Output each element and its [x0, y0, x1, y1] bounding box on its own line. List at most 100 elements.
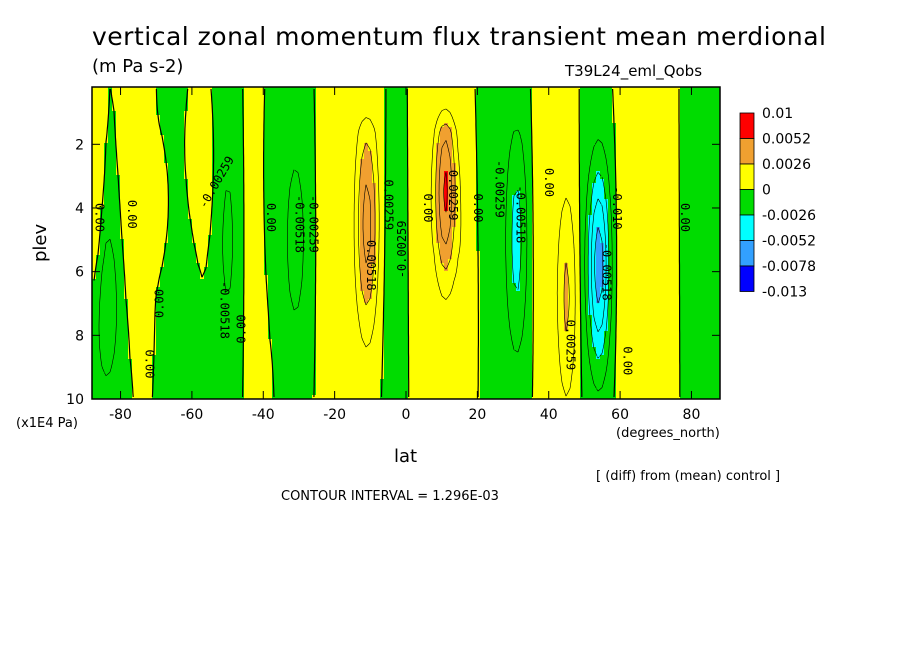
field-cell [692, 183, 697, 188]
field-cell [564, 103, 569, 108]
field-cell [652, 171, 657, 176]
field-cell [508, 111, 513, 116]
field-cell [352, 127, 357, 132]
field-cell [312, 207, 317, 212]
field-cell [464, 139, 469, 144]
field-cell [168, 191, 173, 196]
field-cell [596, 123, 601, 128]
field-cell [416, 191, 421, 196]
field-cell [504, 191, 509, 196]
field-cell [484, 135, 489, 140]
field-cell [580, 159, 585, 164]
field-cell [564, 147, 569, 152]
field-cell [420, 195, 425, 200]
field-cell [660, 159, 665, 164]
field-cell [248, 103, 253, 108]
field-cell [476, 211, 481, 216]
field-cell [208, 159, 213, 164]
field-cell [444, 91, 449, 96]
field-cell [336, 135, 341, 140]
field-cell [268, 175, 273, 180]
field-cell [444, 151, 449, 156]
field-cell [640, 203, 645, 208]
field-cell [628, 167, 633, 172]
field-cell [644, 195, 649, 200]
field-cell [232, 163, 237, 168]
field-cell [528, 171, 533, 176]
field-cell [716, 207, 720, 212]
field-cell [144, 183, 149, 188]
field-cell [700, 123, 705, 128]
field-cell [360, 171, 365, 176]
field-cell [380, 179, 385, 184]
field-cell [472, 179, 477, 184]
field-cell [668, 87, 673, 92]
field-cell [268, 91, 273, 96]
field-cell [668, 127, 673, 132]
field-cell [252, 175, 257, 180]
field-cell [676, 151, 681, 156]
field-cell [196, 211, 201, 216]
field-cell [156, 199, 161, 204]
field-cell [416, 91, 421, 96]
field-cell [524, 107, 529, 112]
field-cell [584, 171, 589, 176]
field-cell [480, 187, 485, 192]
field-cell [632, 191, 637, 196]
field-cell [388, 163, 393, 168]
field-cell [568, 115, 573, 120]
field-cell [684, 135, 689, 140]
field-cell [568, 131, 573, 136]
field-cell [284, 87, 289, 92]
field-cell [688, 95, 693, 100]
field-cell [224, 159, 229, 164]
field-cell [528, 111, 533, 116]
field-cell [552, 95, 557, 100]
field-cell [328, 171, 333, 176]
field-cell [140, 207, 145, 212]
field-cell [448, 191, 453, 196]
field-cell [556, 127, 561, 132]
field-cell [536, 107, 541, 112]
field-cell [468, 147, 473, 152]
field-cell [456, 211, 461, 216]
field-cell [120, 115, 125, 120]
field-cell [268, 195, 273, 200]
field-cell [140, 87, 145, 92]
field-cell [432, 119, 437, 124]
field-cell [368, 171, 373, 176]
field-cell [452, 151, 457, 156]
field-cell [100, 119, 105, 124]
field-cell [652, 99, 657, 104]
field-cell [544, 131, 549, 136]
field-cell [400, 99, 405, 104]
field-cell [452, 195, 457, 200]
field-cell [124, 183, 129, 188]
field-cell [372, 95, 377, 100]
field-cell [568, 155, 573, 160]
field-cell [176, 107, 181, 112]
field-cell [396, 147, 401, 152]
field-cell [572, 103, 577, 108]
field-cell [320, 159, 325, 164]
field-cell [304, 199, 309, 204]
field-cell [252, 167, 257, 172]
field-cell [404, 155, 409, 160]
field-cell [456, 99, 461, 104]
field-cell [132, 183, 137, 188]
field-cell [652, 167, 657, 172]
field-cell [456, 119, 461, 124]
field-cell [500, 211, 505, 216]
field-cell [616, 191, 621, 196]
field-cell [664, 87, 669, 92]
field-cell [520, 151, 525, 156]
field-cell [552, 87, 557, 92]
field-cell [240, 191, 245, 196]
field-cell [388, 107, 393, 112]
field-cell [156, 91, 161, 96]
field-cell [124, 179, 129, 184]
field-cell [260, 111, 265, 116]
field-cell [632, 155, 637, 160]
field-cell [292, 207, 297, 212]
field-cell [628, 171, 633, 176]
